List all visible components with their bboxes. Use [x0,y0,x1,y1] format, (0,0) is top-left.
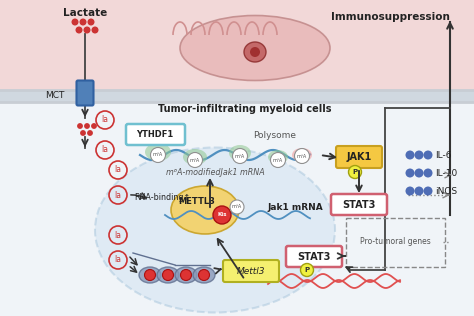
Ellipse shape [229,145,251,161]
Text: la: la [115,191,121,199]
Ellipse shape [95,148,335,313]
Circle shape [294,149,310,163]
Ellipse shape [171,186,239,234]
Text: STAT3: STAT3 [342,199,376,210]
Bar [0,95,474,316]
Circle shape [72,19,78,25]
Text: Mettl3: Mettl3 [237,266,265,276]
Text: la: la [115,256,121,264]
Text: Jak1 mRNA: Jak1 mRNA [267,204,323,212]
Text: STAT3: STAT3 [297,252,331,262]
Circle shape [230,200,244,214]
Ellipse shape [193,267,215,283]
Circle shape [78,124,82,128]
FancyBboxPatch shape [76,81,93,106]
FancyBboxPatch shape [286,246,342,267]
Text: m⁶A: m⁶A [232,204,242,210]
Circle shape [88,131,92,135]
Text: JAK1: JAK1 [346,152,372,162]
Circle shape [405,150,414,160]
Text: Pro-tumoral genes: Pro-tumoral genes [360,238,430,246]
Circle shape [92,124,96,128]
Circle shape [423,168,432,178]
Circle shape [92,27,98,33]
Ellipse shape [180,15,330,81]
Circle shape [233,149,247,163]
Text: IL-10: IL-10 [435,168,457,178]
Circle shape [213,206,231,224]
Text: YTHDF1: YTHDF1 [137,130,173,139]
Circle shape [80,19,86,25]
Circle shape [301,264,313,276]
Circle shape [81,131,85,135]
Text: Tumor-infiltrating myeloid cells: Tumor-infiltrating myeloid cells [158,104,332,114]
Circle shape [271,153,285,167]
Text: m⁶A: m⁶A [153,153,163,157]
Bar [0,90,474,102]
Text: la: la [115,230,121,240]
Ellipse shape [139,267,161,283]
Text: P: P [353,169,357,175]
Text: iNOS: iNOS [435,186,457,196]
FancyBboxPatch shape [223,260,279,282]
Ellipse shape [250,47,260,57]
Text: Kis: Kis [217,212,227,217]
Text: METTL3: METTL3 [179,198,216,206]
Circle shape [181,270,191,281]
Text: IL-6: IL-6 [435,150,452,160]
Circle shape [414,150,423,160]
Circle shape [145,270,155,281]
Text: la: la [101,116,109,125]
Text: MCT: MCT [46,92,64,100]
Text: RNA-binding↑: RNA-binding↑ [134,193,190,203]
Circle shape [188,153,202,167]
Circle shape [414,168,423,178]
Circle shape [85,124,89,128]
Text: m⁶A-modifiedJak1 mRNA: m⁶A-modifiedJak1 mRNA [165,168,264,177]
Circle shape [163,270,173,281]
FancyBboxPatch shape [336,146,382,168]
Circle shape [414,186,423,196]
Circle shape [88,19,94,25]
Text: m⁶A: m⁶A [235,154,245,159]
FancyBboxPatch shape [331,194,387,215]
Ellipse shape [157,267,179,283]
Text: m⁶A: m⁶A [190,157,200,162]
Circle shape [348,166,362,179]
Circle shape [423,186,432,196]
Circle shape [151,148,165,162]
Text: Lactate: Lactate [63,8,107,18]
Text: Immunosuppression: Immunosuppression [330,12,449,22]
Text: la: la [101,145,109,155]
Bar [0,0,474,95]
Text: m⁶A: m⁶A [273,157,283,162]
Ellipse shape [183,149,207,165]
Text: P: P [304,267,310,273]
Ellipse shape [244,42,266,62]
Text: la: la [115,166,121,174]
Circle shape [84,27,90,33]
Circle shape [76,27,82,33]
Ellipse shape [268,150,288,164]
Ellipse shape [175,267,197,283]
Text: m⁶A: m⁶A [297,154,307,159]
Circle shape [405,168,414,178]
Ellipse shape [145,143,171,161]
Circle shape [199,270,210,281]
Text: Polysome: Polysome [254,131,297,140]
Circle shape [405,186,414,196]
Circle shape [423,150,432,160]
FancyBboxPatch shape [126,124,185,145]
Ellipse shape [292,148,312,162]
